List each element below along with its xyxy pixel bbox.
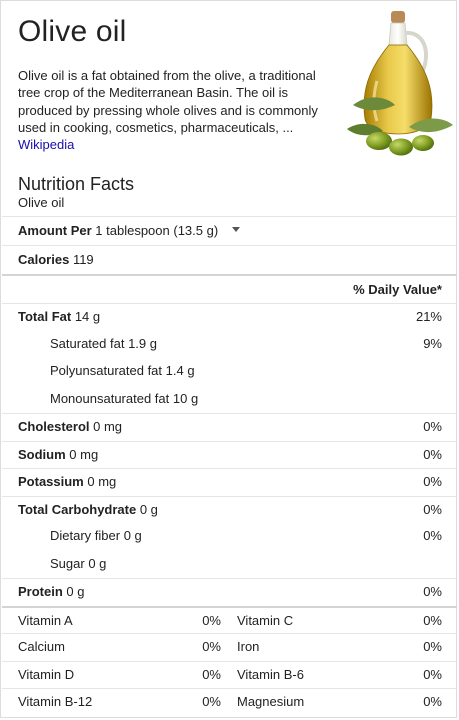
chevron-down-icon (231, 227, 240, 233)
nutrient-amount: 0 mg (69, 446, 99, 462)
nutrient-name: Dietary fiber (50, 528, 121, 543)
nutrient-daily-value: 0% (423, 584, 442, 599)
nutrient-row: Dietary fiber 0 g 0% (2, 523, 457, 551)
nutrient-amount: 0 g (66, 584, 85, 599)
nutrient-amount: 0 g (88, 555, 107, 571)
vitamin-daily-value: 0% (202, 612, 221, 628)
daily-value-header-row: % Daily Value* (2, 274, 457, 303)
nutrient-amount: 1.9 g (128, 335, 157, 351)
nutrient-row: Saturated fat 1.9 g 9% (2, 331, 457, 359)
serving-size-value: 1 tablespoon (13.5 g) (95, 223, 219, 238)
vitamin-list: Vitamin A 0% Vitamin C 0% Calcium 0% Iron 0% Vit… (2, 605, 457, 716)
nutrient-name: Sugar (50, 555, 85, 571)
nutrient-row: Total Fat 14 g 21% (2, 303, 457, 331)
nutrient-amount: 0 g (123, 528, 142, 543)
nutrient-row: Monounsaturated fat 10 g (2, 386, 457, 414)
vitamin-daily-value: 0% (202, 694, 221, 710)
nutrient-name: Polyunsaturated fat (50, 363, 163, 378)
nutrient-name: Cholesterol (18, 419, 90, 434)
nutrient-row: Sodium 0 mg 0% (2, 440, 457, 469)
amount-per-label: Amount Per (18, 223, 92, 238)
daily-value-header: % Daily Value* (353, 282, 442, 297)
nutrient-daily-value: 0% (423, 446, 442, 462)
nutrient-daily-value: 0% (423, 528, 442, 543)
calories-row: Calories 119 (2, 245, 457, 274)
nutrition-table: Amount Per 1 tablespoon (13.5 g) Calorie… (2, 216, 457, 716)
nutrient-daily-value: 0% (423, 419, 442, 434)
calories-value: 119 (72, 252, 94, 267)
vitamin-name: Calcium (18, 639, 65, 655)
description: Olive oil is a fat obtained from the oli… (18, 67, 328, 153)
nutrition-food-name: Olive oil (18, 195, 65, 210)
description-text: Olive oil is a fat obtained from the oli… (18, 68, 318, 135)
vitamin-name: Vitamin B-12 (18, 694, 93, 710)
nutrient-amount: 1.4 g (165, 363, 195, 378)
nutrient-name: Total Fat (18, 309, 72, 324)
nutrient-list: Total Fat 14 g 21% Saturated fat 1.9 g 9% Po… (2, 303, 457, 606)
nutrient-name: Potassium (18, 474, 84, 489)
nutrient-name: Total Carbohydrate (18, 501, 137, 517)
nutrient-amount: 0 mg (93, 419, 123, 434)
vitamin-daily-value: 0% (423, 666, 442, 682)
wikipedia-link[interactable]: Wikipedia (18, 137, 75, 153)
nutrition-facts-heading: Nutrition Facts (18, 174, 135, 194)
vitamin-daily-value: 0% (423, 612, 442, 628)
nutrient-daily-value: 9% (423, 335, 442, 351)
nutrient-amount: 10 g (172, 390, 199, 406)
nutrient-row: Polyunsaturated fat 1.4 g (2, 358, 457, 386)
nutrient-row: Cholesterol 0 mg 0% (2, 413, 457, 441)
nutrient-amount: 14 g (74, 309, 101, 324)
page-title: Olive oil (18, 15, 127, 48)
nutrient-row: Total Carbohydrate 0 g 0% (2, 495, 457, 524)
nutrient-name: Sodium (18, 446, 66, 462)
nutrient-daily-value: 0% (423, 474, 442, 489)
olive-oil-bottle-icon (347, 11, 453, 156)
calories-label: Calories (18, 252, 70, 267)
nutrient-daily-value: 0% (423, 501, 442, 517)
vitamin-row: Vitamin B-12 0% Magnesium 0% (2, 688, 457, 716)
nutrient-daily-value: 21% (415, 309, 442, 324)
vitamin-daily-value: 0% (202, 666, 221, 682)
vitamin-row: Calcium 0% Iron 0% (2, 633, 457, 661)
vitamin-row: Vitamin D 0% Vitamin B-6 0% (2, 660, 457, 689)
nutrient-amount: 0 mg (87, 474, 117, 489)
vitamin-row: Vitamin A 0% Vitamin C 0% (2, 605, 457, 634)
vitamin-name: Vitamin A (18, 612, 73, 628)
nutrient-name: Saturated fat (50, 335, 125, 351)
nutrient-name: Protein (18, 584, 63, 599)
vitamin-name: Magnesium (237, 694, 305, 710)
vitamin-daily-value: 0% (423, 639, 442, 655)
vitamin-daily-value: 0% (423, 694, 442, 710)
vitamin-name: Vitamin B-6 (237, 666, 304, 682)
vitamin-name: Vitamin C (237, 612, 294, 628)
nutrient-row: Protein 0 g 0% (2, 578, 457, 606)
nutrient-row: Potassium 0 mg 0% (2, 468, 457, 496)
nutrient-name: Monounsaturated fat (50, 390, 170, 406)
nutrient-amount: 0 g (139, 501, 158, 517)
vitamin-daily-value: 0% (202, 639, 221, 655)
vitamin-name: Iron (237, 639, 260, 655)
serving-size-selector[interactable]: Amount Per 1 tablespoon (13.5 g) (2, 216, 457, 245)
vitamin-name: Vitamin D (18, 666, 75, 682)
nutrient-row: Sugar 0 g (2, 551, 457, 579)
olive-oil-bottle-image[interactable] (339, 9, 457, 159)
